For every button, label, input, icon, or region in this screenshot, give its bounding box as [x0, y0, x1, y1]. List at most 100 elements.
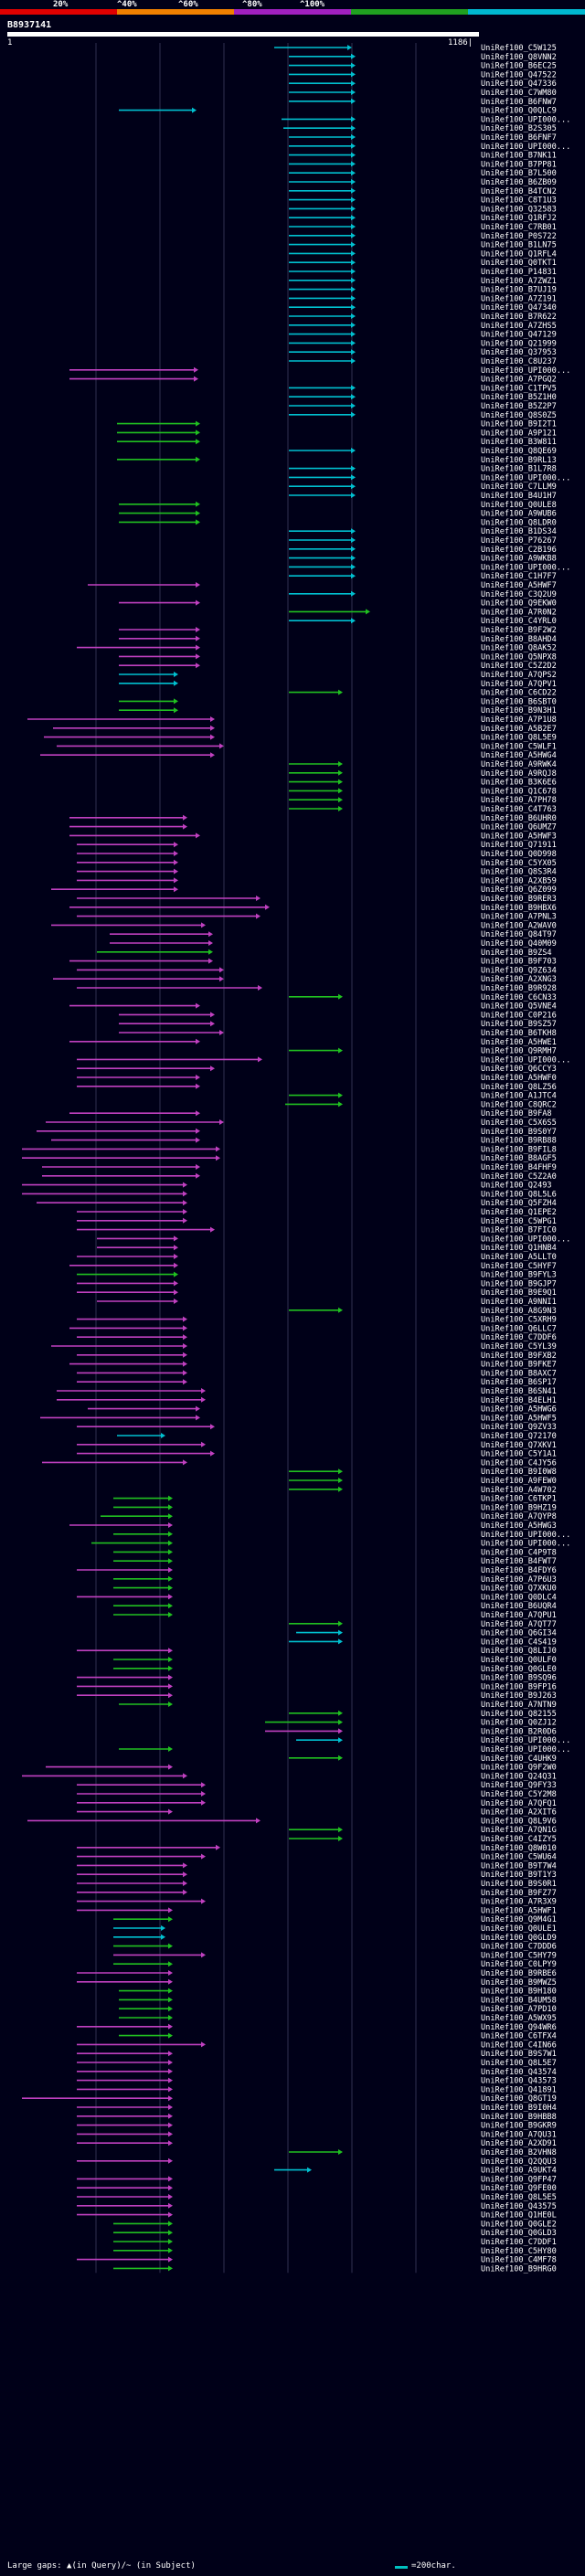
hit-row[interactable]: UniRef100_A9FEW0: [289, 1477, 557, 1486]
hit-row[interactable]: UniRef100_C6TKP1: [113, 1495, 557, 1504]
hit-row[interactable]: UniRef100_Q8L5E5: [77, 2193, 557, 2202]
hit-row[interactable]: UniRef100_C5Y2M8: [77, 1790, 557, 1799]
hit-row[interactable]: UniRef100_Q6UMZ7: [69, 823, 557, 832]
hit-row[interactable]: UniRef100_B9E9Q1: [77, 1288, 557, 1298]
hit-row[interactable]: UniRef100_Q8S0Z5: [289, 411, 557, 420]
hit-row[interactable]: UniRef100_Q9ZV33: [77, 1423, 557, 1432]
hit-row[interactable]: UniRef100_B6SP17: [77, 1378, 557, 1387]
hit-row[interactable]: UniRef100_UPI000...: [282, 115, 570, 124]
hit-row[interactable]: UniRef100_B9GJP7: [77, 1279, 557, 1288]
hit-row[interactable]: UniRef100_Q9F2W0: [46, 1764, 557, 1773]
hit-row[interactable]: UniRef100_A9RWK4: [289, 760, 557, 769]
hit-row[interactable]: UniRef100_B8AGF5: [22, 1154, 557, 1163]
hit-row[interactable]: UniRef100_C5W125: [274, 44, 557, 53]
hit-row[interactable]: UniRef100_A8G9N3: [289, 1307, 557, 1316]
hit-row[interactable]: UniRef100_A7QPU1: [113, 1611, 557, 1620]
hit-row[interactable]: UniRef100_B9HBX6: [69, 904, 557, 913]
hit-row[interactable]: UniRef100_B7UJ19: [289, 286, 557, 295]
hit-row[interactable]: UniRef100_A5HWF1: [77, 1906, 557, 1915]
hit-row[interactable]: UniRef100_Q9EKW0: [119, 599, 557, 609]
hit-row[interactable]: UniRef100_UPI000...: [97, 1235, 570, 1244]
hit-row[interactable]: UniRef100_B4U1H7: [289, 492, 557, 501]
hit-row[interactable]: UniRef100_Q41891: [77, 2085, 557, 2094]
hit-row[interactable]: UniRef100_Q0QLC9: [119, 107, 557, 116]
hit-row[interactable]: UniRef100_Q82155: [289, 1710, 557, 1719]
hit-row[interactable]: UniRef100_C4S419: [289, 1638, 557, 1647]
hit-row[interactable]: UniRef100_Q8L9V6: [27, 1817, 557, 1826]
hit-row[interactable]: UniRef100_C7DDD6: [113, 1943, 557, 1952]
hit-row[interactable]: UniRef100_C4IZY5: [289, 1835, 557, 1844]
hit-row[interactable]: UniRef100_C0P216: [119, 1011, 557, 1020]
hit-row[interactable]: UniRef100_Q6GI34: [296, 1629, 557, 1638]
hit-row[interactable]: UniRef100_Q1RFL4: [289, 249, 557, 259]
hit-row[interactable]: UniRef100_Q8L5E7: [77, 2059, 557, 2068]
hit-row[interactable]: UniRef100_Q9FY33: [77, 1781, 557, 1790]
hit-row[interactable]: UniRef100_A7ZWZ1: [289, 277, 557, 286]
hit-row[interactable]: UniRef100_Q84T97: [110, 930, 557, 939]
hit-row[interactable]: UniRef100_A7QT77: [289, 1620, 557, 1629]
hit-row[interactable]: UniRef100_B9R928: [77, 984, 557, 993]
hit-row[interactable]: UniRef100_B9FKE7: [69, 1361, 557, 1370]
hit-row[interactable]: UniRef100_A7PNL3: [77, 913, 557, 922]
hit-row[interactable]: UniRef100_B9T1Y3: [77, 1871, 557, 1880]
hit-row[interactable]: UniRef100_Q6Z099: [51, 885, 557, 895]
hit-row[interactable]: UniRef100_B9N3H1: [119, 706, 557, 716]
hit-row[interactable]: UniRef100_UPI000...: [91, 1540, 570, 1549]
hit-row[interactable]: UniRef100_B9FIL8: [22, 1145, 557, 1154]
hit-row[interactable]: UniRef100_B9FYL3: [77, 1271, 557, 1280]
hit-row[interactable]: UniRef100_C4YRL0: [289, 617, 557, 626]
hit-row[interactable]: UniRef100_A9NNI1: [97, 1298, 557, 1307]
hit-row[interactable]: UniRef100_B9FP16: [77, 1682, 557, 1691]
hit-row[interactable]: UniRef100_A5B2E7: [53, 725, 557, 734]
hit-row[interactable]: UniRef100_Q8AK52: [77, 644, 557, 653]
hit-row[interactable]: UniRef100_P76267: [289, 536, 557, 546]
hit-row[interactable]: UniRef100_A9WKB8: [289, 555, 557, 564]
hit-row[interactable]: UniRef100_B7PP81: [289, 160, 557, 169]
hit-row[interactable]: UniRef100_C6CN33: [289, 993, 557, 1002]
hit-row[interactable]: UniRef100_Q47336: [289, 80, 557, 89]
hit-row[interactable]: UniRef100_Q1EPE2: [77, 1208, 557, 1217]
hit-row[interactable]: UniRef100_C5Y1A1: [77, 1450, 557, 1459]
hit-row[interactable]: UniRef100_Q1HNB4: [97, 1244, 557, 1253]
hit-row[interactable]: UniRef100_Q47340: [289, 303, 557, 313]
hit-row[interactable]: UniRef100_C5X6S5: [46, 1118, 557, 1128]
hit-row[interactable]: UniRef100_B9ZS4: [97, 949, 552, 958]
hit-row[interactable]: UniRef100_Q1RFJ2: [289, 214, 557, 223]
hit-row[interactable]: UniRef100_UPI000...: [289, 143, 570, 152]
hit-row[interactable]: UniRef100_Q2QQU3: [77, 2157, 557, 2167]
hit-row[interactable]: UniRef100_B9SZ57: [119, 1020, 557, 1029]
hit-row[interactable]: UniRef100_UPI000...: [119, 1745, 570, 1754]
hit-row[interactable]: UniRef100_C5WPG1: [77, 1217, 557, 1226]
hit-row[interactable]: UniRef100_A5WX95: [119, 2014, 557, 2023]
hit-row[interactable]: UniRef100_Q8W010: [77, 1844, 557, 1853]
hit-row[interactable]: UniRef100_Q8L5E9: [44, 734, 557, 743]
hit-row[interactable]: UniRef100_B9SQ96: [77, 1674, 557, 1683]
hit-row[interactable]: UniRef100_UPI000...: [77, 1055, 570, 1065]
hit-row[interactable]: UniRef100_C6CD22: [289, 689, 557, 698]
hit-row[interactable]: UniRef100_Q7XKV1: [77, 1441, 557, 1450]
hit-row[interactable]: UniRef100_Q5VNE4: [69, 1002, 557, 1012]
hit-row[interactable]: UniRef100_B9J263: [77, 1691, 557, 1701]
hit-row[interactable]: UniRef100_Q0TKT1: [289, 259, 557, 268]
hit-row[interactable]: UniRef100_C5WLF1: [57, 742, 557, 751]
hit-row[interactable]: UniRef100_B9FXB2: [77, 1352, 557, 1361]
hit-row[interactable]: UniRef100_B9MWZ5: [77, 1978, 557, 1988]
hit-row[interactable]: UniRef100_B3W811: [117, 438, 557, 447]
hit-row[interactable]: UniRef100_B9HRG0: [113, 2264, 557, 2274]
hit-row[interactable]: UniRef100_B9HZ19: [113, 1503, 557, 1512]
hit-row[interactable]: UniRef100_P14831: [289, 268, 557, 277]
hit-row[interactable]: UniRef100_Q24Q31: [22, 1772, 557, 1781]
hit-row[interactable]: UniRef100_B7NK11: [289, 152, 557, 161]
hit-row[interactable]: UniRef100_Q5NPX8: [119, 652, 557, 662]
hit-row[interactable]: UniRef100_B6UHR0: [69, 814, 557, 823]
hit-row[interactable]: UniRef100_UPI000...: [113, 1531, 570, 1540]
hit-row[interactable]: UniRef100_A5HWG6: [88, 1405, 557, 1415]
hit-row[interactable]: UniRef100_B6FNF7: [289, 133, 557, 143]
hit-row[interactable]: UniRef100_B9HBB8: [77, 2113, 557, 2122]
hit-row[interactable]: UniRef100_Q0GLD9: [113, 1934, 557, 1943]
hit-row[interactable]: UniRef100_C0LPY9: [113, 1960, 557, 1969]
hit-row[interactable]: UniRef100_C4UHK9: [289, 1754, 557, 1764]
hit-row[interactable]: UniRef100_A9UKT4: [274, 2167, 557, 2176]
hit-row[interactable]: UniRef100_A7PD10: [119, 2005, 557, 2014]
hit-row[interactable]: UniRef100_B2VHN8: [289, 2148, 557, 2157]
